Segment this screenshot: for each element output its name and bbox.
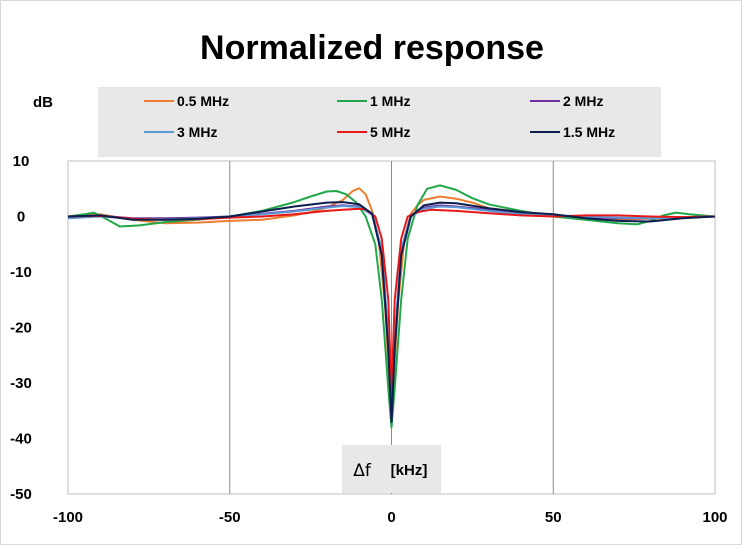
series-line-5 <box>67 201 716 423</box>
x-axis-label-symbol: Δf <box>353 461 372 481</box>
legend-label-1: 1 MHz <box>370 93 410 109</box>
y-tick-label: -40 <box>10 431 32 448</box>
series-lines <box>67 184 716 429</box>
y-axis-label: dB <box>33 94 53 111</box>
legend-box <box>98 87 661 157</box>
legend-label-3: 3 MHz <box>177 124 217 140</box>
legend-label-0: 0.5 MHz <box>177 93 229 109</box>
y-tick-label: 0 <box>17 209 25 226</box>
legend-label-4: 5 MHz <box>370 124 410 140</box>
x-tick-label: -100 <box>53 509 83 526</box>
x-tick-label: 50 <box>545 509 562 526</box>
y-tick-label: -20 <box>10 320 32 337</box>
y-tick-label: -30 <box>10 375 32 392</box>
y-tick-label: 10 <box>13 153 30 170</box>
legend-label-2: 2 MHz <box>563 93 603 109</box>
x-tick-label: -50 <box>219 509 241 526</box>
legend-label-5: 1.5 MHz <box>563 124 615 140</box>
y-tick-label: -50 <box>10 486 32 503</box>
x-tick-label: 0 <box>387 509 395 526</box>
series-line-4 <box>67 207 716 396</box>
chart-title: Normalized response <box>200 29 544 67</box>
x-axis-label-box <box>342 445 441 493</box>
x-tick-label: 100 <box>702 509 727 526</box>
x-axis-label-unit: [kHz] <box>391 462 428 479</box>
legend: 0.5 MHz 1 MHz 2 MHz 3 MHz 5 MHz 1.5 MHz <box>144 93 615 140</box>
y-tick-label: -10 <box>10 264 32 281</box>
